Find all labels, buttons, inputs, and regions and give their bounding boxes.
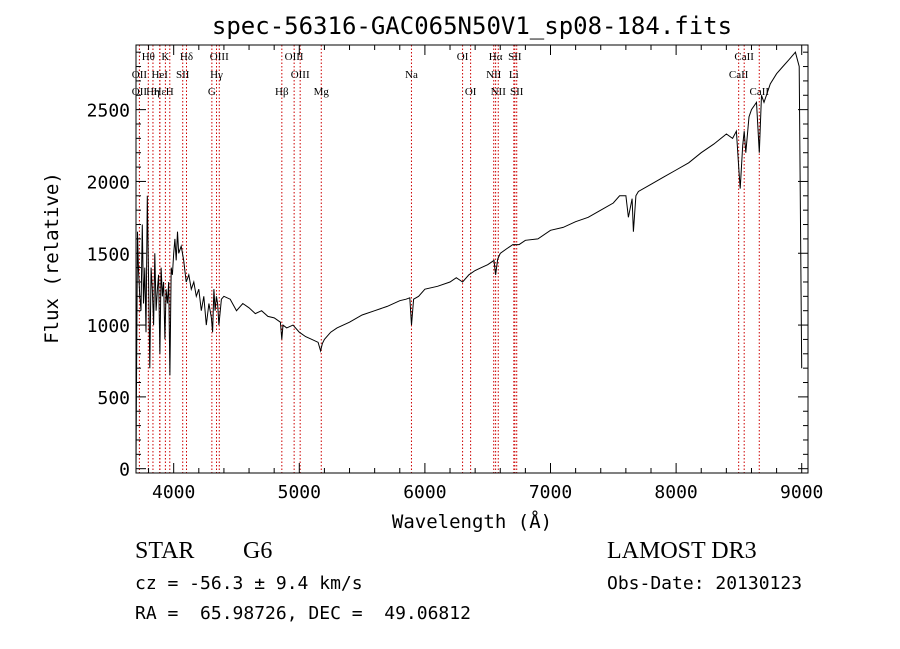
line-markers <box>138 45 760 473</box>
marker-label-22: NII <box>491 86 507 98</box>
marker-label-3: Hε <box>154 86 167 98</box>
object-subclass: G6 <box>243 538 273 564</box>
chart-title: spec-56316-GAC065N50V1_sp08-184.fits <box>212 12 732 40</box>
x-tick-label-0: 4000 <box>152 482 195 503</box>
marker-label-9: Hδ <box>180 51 193 63</box>
marker-label-18: OI <box>457 51 469 63</box>
y-axis-label: Flux (relative) <box>41 172 63 344</box>
x-tick-label-5: 9000 <box>780 482 823 503</box>
marker-label-28: CaII <box>749 86 769 98</box>
marker-label-17: Na <box>405 69 418 81</box>
marker-label-7: H <box>166 86 174 98</box>
x-axis-label: Wavelength (Å) <box>392 510 552 533</box>
y-tick-label-0: 0 <box>119 460 130 481</box>
marker-label-16: Mg <box>314 86 330 98</box>
marker-label-26: CaII <box>734 51 754 63</box>
marker-label-19: OI <box>465 86 477 98</box>
coordinates: RA = 65.98726, DEC = 49.06812 <box>135 603 471 624</box>
marker-label-25: Li <box>509 69 519 81</box>
marker-label-21: NII <box>486 69 502 81</box>
observation-date: Obs-Date: 20130123 <box>607 573 803 594</box>
redshift-velocity: cz = -56.3 ± 9.4 km/s <box>135 573 363 594</box>
marker-label-24: SII <box>510 86 524 98</box>
spectrum-line <box>135 51 803 469</box>
x-axis-ticks: 4000 5000 6000 7000 8000 9000 <box>148 45 823 503</box>
x-tick-label-4: 8000 <box>654 482 697 503</box>
marker-label-11: Hγ <box>210 69 223 81</box>
plot-frame <box>135 44 809 474</box>
spectrum-chart: spec-56316-GAC065N50V1_sp08-184.fits Hθ O… <box>41 12 823 533</box>
y-tick-label-1: 500 <box>97 388 130 409</box>
marker-label-1: OII <box>132 69 148 81</box>
marker-label-13: Hβ <box>275 86 289 98</box>
marker-label-10: OIII <box>210 51 229 63</box>
marker-label-12: G <box>208 86 216 98</box>
y-tick-label-2: 1000 <box>87 316 130 337</box>
y-tick-label-3: 1500 <box>87 244 130 265</box>
marker-label-2: OII <box>132 86 148 98</box>
marker-label-4: Hη <box>146 86 160 98</box>
x-tick-label-2: 6000 <box>403 482 446 503</box>
marker-label-20: Hα <box>489 51 503 63</box>
marker-label-15: OIII <box>291 69 310 81</box>
marker-label-23: SII <box>508 51 522 63</box>
object-class: STAR <box>135 538 195 564</box>
y-tick-label-4: 2000 <box>87 172 130 193</box>
y-axis-ticks: 0 500 1000 1500 2000 2500 <box>87 51 808 481</box>
survey-name: LAMOST DR3 <box>607 538 757 564</box>
marker-label-27: CaII <box>729 69 749 81</box>
marker-label-6: K <box>161 51 169 63</box>
y-tick-label-5: 2500 <box>87 101 130 122</box>
x-tick-label-1: 5000 <box>278 482 321 503</box>
x-tick-label-3: 7000 <box>529 482 572 503</box>
marker-label-14: OIII <box>285 51 304 63</box>
marker-label-5: HeI <box>151 69 168 81</box>
marker-label-0: Hθ <box>142 51 155 63</box>
marker-label-8: SII <box>176 69 190 81</box>
